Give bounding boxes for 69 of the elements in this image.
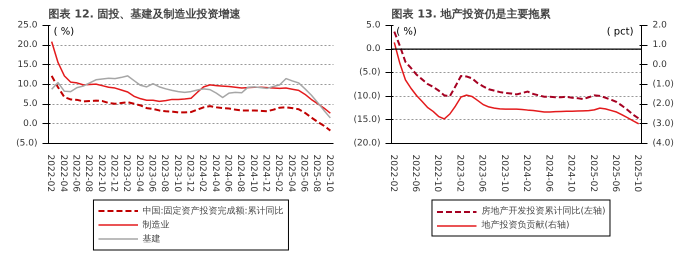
x-tick-label: 2022-02 [388,154,398,192]
x-tick-label: 2024-10 [566,154,576,192]
x-tick-label: 2023-08 [159,154,170,192]
x-tick-label: 2024-02 [197,154,208,192]
x-tick-label: 2024-12 [260,154,270,192]
x-tick-label: 2022-12 [108,154,118,192]
legend-label: 中国:固定资产投资完成额:累计同比 [142,205,284,217]
x-tick-label: 2022-06 [410,154,420,192]
x-tick-label: 2023-10 [172,154,182,192]
y2-tick-label: 1.0 [652,40,668,50]
x-tick-label: 2024-06 [222,154,232,192]
x-tick-label: 2025-06 [298,154,308,192]
x-tick-label: 2023-02 [454,154,464,192]
x-tick-label: 2025-10 [632,154,642,192]
x-tick-label: 2025-06 [610,154,620,192]
x-tick-label: 2023-06 [476,154,487,192]
y-tick-label: 0.0 [23,118,38,129]
x-tick-label: 2024-08 [235,154,246,192]
y-tick-label: (5.0) [359,68,381,78]
y2-tick-label: (4.0) [652,138,674,148]
y2-axis-title: ( pct) [606,26,634,38]
y2-tick-label: (1.0) [652,80,674,90]
x-tick-label: 2024-02 [521,154,532,192]
legend-label: 基建 [142,233,162,245]
y-tick-label: 5.0 [23,99,38,110]
y-axis-title: ( %) [396,26,417,38]
x-tick-label: 2022-10 [96,154,106,192]
y2-tick-label: (2.0) [652,99,674,110]
legend-label: 地产投资负贡献(右轴) [481,219,570,232]
x-tick-label: 2022-06 [70,154,80,192]
x-tick-label: 2023-06 [146,154,156,192]
x-tick-label: 2023-10 [498,154,509,192]
y-tick-label: (10.0) [353,91,380,102]
chart-title: 图表 12. 固投、基建及制造业投资增速 [48,8,242,20]
legend-label: 制造业 [142,219,170,231]
chart-title: 图表 13. 地产投资仍是主要拖累 [392,8,552,20]
legend-label: 房地产开发投资累计同比(左轴) [481,205,606,218]
line-series [50,40,332,114]
y-tick-label: (20.0) [353,138,380,148]
y-tick-label: (15.0) [353,114,380,125]
x-tick-label: 2022-08 [83,154,94,192]
x-tick-label: 2023-04 [134,154,144,192]
y-tick-label: 15.0 [17,60,38,70]
y-tick-label: 10.0 [17,80,38,90]
y2-tick-label: 2.0 [652,20,668,30]
x-tick-label: 2025-02 [588,154,598,192]
line-series [50,74,332,132]
y-tick-label: 20.0 [17,40,38,50]
x-tick-label: 2022-04 [58,154,68,192]
line-series [50,75,332,119]
x-tick-label: 2022-10 [432,154,442,192]
x-tick-label: 2022-02 [45,154,56,192]
y2-tick-label: (3.0) [652,118,674,129]
y-tick-label: 5.0 [366,20,381,30]
x-tick-label: 2024-04 [210,154,220,192]
x-tick-label: 2025-04 [286,154,296,192]
x-tick-label: 2023-02 [121,154,132,192]
x-tick-label: 2023-12 [184,154,194,192]
x-tick-label: 2025-10 [324,154,334,192]
x-tick-label: 2025-02 [273,154,284,192]
y-tick-label: 0.0 [366,44,381,54]
line-series [394,42,640,125]
y-tick-label: 25.0 [17,20,38,30]
y-axis-title: ( %) [54,26,74,38]
x-tick-label: 2024-06 [543,154,554,192]
x-tick-label: 2025-08 [311,154,322,192]
y2-tick-label: 0.0 [652,60,668,70]
x-tick-label: 2024-10 [248,154,258,192]
y-tick-label: (5.0) [16,138,38,148]
